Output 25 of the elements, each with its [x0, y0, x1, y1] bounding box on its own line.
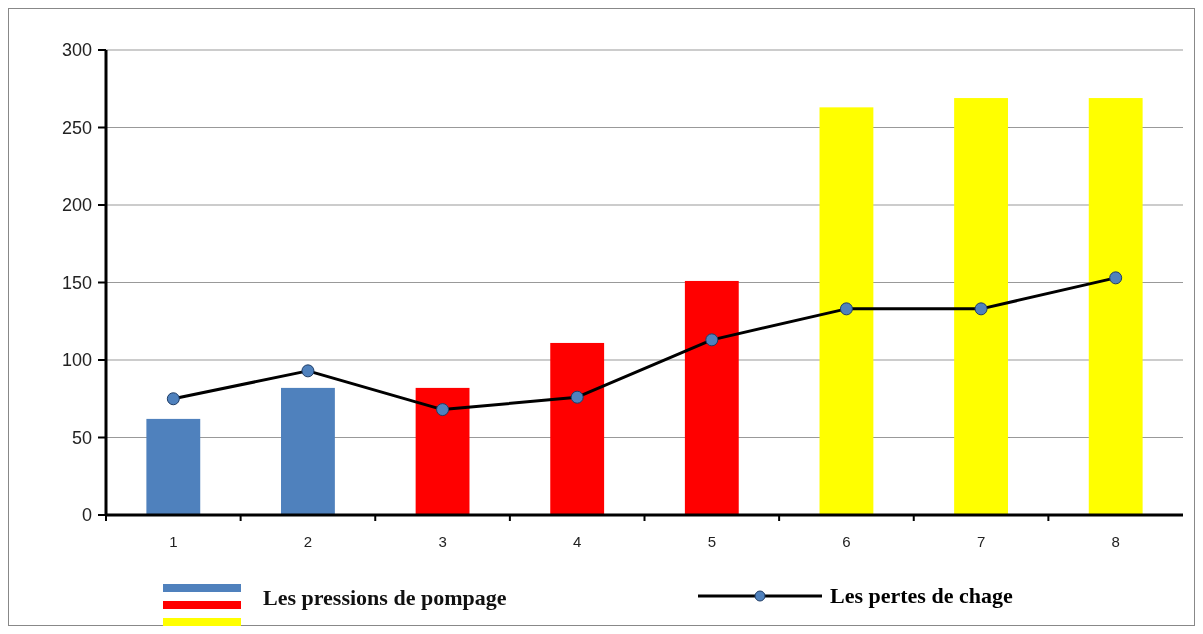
bar [550, 342, 605, 515]
x-tick-label: 3 [438, 533, 447, 550]
legend-label: Les pressions de pompage [263, 585, 507, 610]
bar [146, 418, 201, 515]
y-tick-label: 0 [81, 505, 92, 526]
y-tick-label: 50 [71, 427, 92, 448]
bar [684, 280, 739, 515]
bar [954, 98, 1008, 515]
bar [1088, 98, 1143, 515]
x-tick-label: 7 [976, 533, 986, 550]
y-tick-label: 200 [61, 195, 92, 216]
x-tick-label: 6 [842, 533, 851, 550]
bar [819, 107, 874, 515]
y-tick-label: 250 [61, 117, 92, 138]
text: Les pertes de chage [830, 583, 1013, 608]
x-tick-label: 4 [573, 533, 582, 550]
bar [415, 387, 470, 515]
y-tick-label: 150 [61, 272, 92, 293]
x-tick-label: 1 [169, 533, 178, 550]
bar [281, 387, 335, 515]
x-tick-label: 2 [303, 533, 313, 550]
x-tick-label: 8 [1111, 533, 1120, 550]
y-tick-label: 100 [61, 350, 92, 371]
x-tick-label: 5 [707, 533, 716, 550]
y-tick-label: 300 [61, 40, 92, 61]
